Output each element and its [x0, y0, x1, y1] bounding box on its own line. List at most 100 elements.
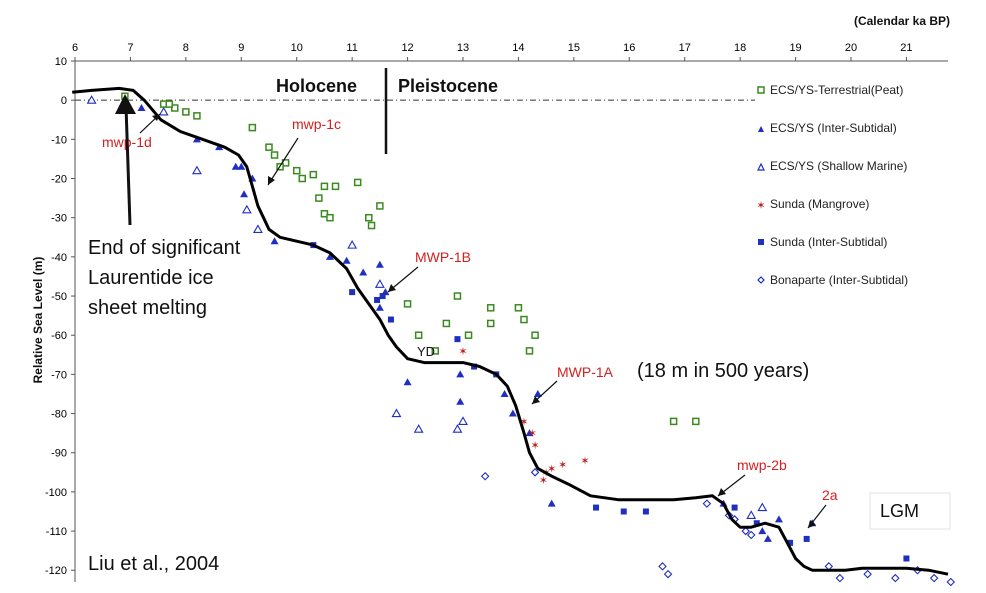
data-point-square-open: [320, 210, 329, 218]
data-point-asterisk: ✶: [528, 428, 537, 440]
legend-label-sunda-mangrove: Sunda (Mangrove): [770, 197, 869, 211]
y-tick-label: -20: [51, 174, 67, 186]
y-tick-label: 0: [61, 95, 67, 107]
rate-note: (18 m in 500 years): [637, 360, 809, 382]
data-point-square-open: [165, 100, 173, 108]
data-point-asterisk: ✶: [558, 459, 567, 471]
data-point-asterisk: ✶: [580, 456, 589, 468]
holocene-label: Holocene: [276, 76, 357, 96]
y-tick-label: -10: [51, 134, 67, 146]
axes-layer: 6 7 8 9 10 11 12 13 14 15 16 17 18 19 20 21 10 0 -10 -20 -30…: [45, 42, 948, 582]
data-point-diamond-open: [891, 573, 900, 583]
data-point-square-open: [692, 417, 700, 426]
data-point-triangle-filled: [342, 256, 351, 264]
y-tick-label: -70: [51, 369, 67, 381]
y-tick-label: -80: [51, 409, 67, 421]
citation: Liu et al., 2004: [88, 553, 219, 575]
x-unit-label: (Calendar ka BP): [854, 14, 950, 28]
data-point-square-filled: [753, 520, 760, 527]
legend: ECS/YS-Terrestrial(Peat) ECS/YS (Inter-S…: [756, 83, 908, 287]
data-point-triangle-open: [374, 279, 385, 288]
data-point-triangle-open: [413, 424, 424, 433]
mwp-2a-arrowhead: [808, 520, 816, 528]
data-point-square-open: [414, 331, 423, 339]
x-tick-label: 21: [900, 42, 912, 54]
data-point-triangle-filled: [403, 378, 412, 386]
data-point-square-open: [464, 331, 473, 339]
data-point-triangle-open: [252, 224, 263, 233]
annotation-yd: YD: [417, 344, 435, 359]
data-point-asterisk: ✶: [547, 463, 556, 475]
data-point-triangle-filled: [533, 389, 542, 397]
mwp-2b-arrowhead: [718, 488, 726, 496]
data-point-square-filled: [374, 296, 381, 303]
annotation-lgm: LGM: [880, 501, 919, 521]
data-point-square-open: [320, 182, 329, 191]
data-point-diamond-open: [929, 573, 939, 583]
data-point-square-open: [265, 143, 273, 151]
data-point-triangle-open: [458, 416, 468, 425]
data-point-triangle-filled: [270, 237, 279, 245]
annotation-mwp-2b: mwp-2b: [737, 457, 787, 473]
data-point-square-filled: [387, 316, 394, 323]
data-point-square-open: [298, 174, 307, 183]
legend-marker-ecs-shallow: [757, 162, 765, 171]
x-tick-label: 11: [346, 42, 357, 54]
data-point-diamond-open: [863, 569, 872, 579]
sea-level-curve-layer: [72, 86, 949, 576]
data-point-square-filled: [642, 508, 649, 515]
x-tick-label: 16: [623, 42, 635, 54]
data-point-triangle-filled: [456, 370, 465, 378]
data-point-triangle-open: [757, 502, 768, 512]
data-point-triangle-open: [391, 408, 402, 418]
x-tick-label: 19: [789, 42, 801, 54]
data-point-diamond-open: [702, 499, 712, 508]
legend-marker-peat: [757, 86, 765, 94]
data-point-square-filled: [731, 504, 738, 511]
data-point-square-open: [442, 319, 451, 328]
data-point-square-open: [182, 108, 190, 116]
annotation-mwp-2a: 2a: [822, 487, 838, 503]
y-tick-label: -30: [51, 213, 67, 225]
data-point-diamond-open: [480, 471, 490, 481]
ice-note-line-2: Laurentide ice: [88, 267, 214, 289]
x-tick-label: 6: [72, 42, 78, 54]
data-point-triangle-open: [158, 106, 169, 116]
data-point-triangle-open: [347, 240, 358, 249]
pleistocene-label: Pleistocene: [398, 76, 498, 96]
data-point-square-filled: [379, 293, 386, 300]
legend-marker-bonaparte: [757, 276, 765, 284]
data-point-triangle-filled: [359, 268, 368, 276]
mwp-1c-arrowhead: [268, 176, 275, 185]
data-point-square-open: [331, 182, 340, 191]
sea-level-curve: [72, 86, 949, 576]
data-point-triangle-filled: [237, 162, 246, 170]
data-point-diamond-open: [658, 562, 667, 571]
x-tick-label: 10: [291, 42, 303, 54]
data-point-asterisk: ✶: [530, 440, 539, 452]
data-point-square-open: [514, 304, 523, 312]
data-point-square-open: [292, 166, 301, 175]
data-point-square-filled: [620, 508, 627, 515]
data-point-square-open: [669, 417, 678, 426]
data-point-square-open: [525, 347, 534, 355]
x-tick-label: 9: [238, 42, 244, 54]
legend-label-ecs-shallow: ECS/YS (Shallow Marine): [770, 159, 907, 173]
data-point-square-filled: [787, 539, 794, 546]
y-axis-label: Relative Sea Level (m): [31, 257, 45, 384]
data-point-square-open: [193, 112, 201, 120]
x-tick-label: 20: [845, 42, 857, 54]
legend-label-bonaparte: Bonaparte (Inter-Subtidal): [770, 273, 908, 287]
data-point-diamond-open: [835, 573, 845, 583]
mwp-1d-arrowhead: [152, 114, 160, 121]
data-point-triangle-open: [86, 95, 97, 104]
data-point-diamond-open: [530, 468, 540, 477]
data-point-square-open: [520, 315, 528, 324]
legend-label-ecs-inter: ECS/YS (Inter-Subtidal): [770, 121, 897, 135]
data-point-square-open: [376, 202, 384, 210]
mwp-1a-arrowhead: [532, 396, 540, 404]
data-point-square-filled: [803, 535, 810, 542]
data-point-square-open: [403, 300, 412, 308]
data-point-square-open: [486, 319, 495, 328]
data-point-triangle-open: [746, 510, 757, 519]
